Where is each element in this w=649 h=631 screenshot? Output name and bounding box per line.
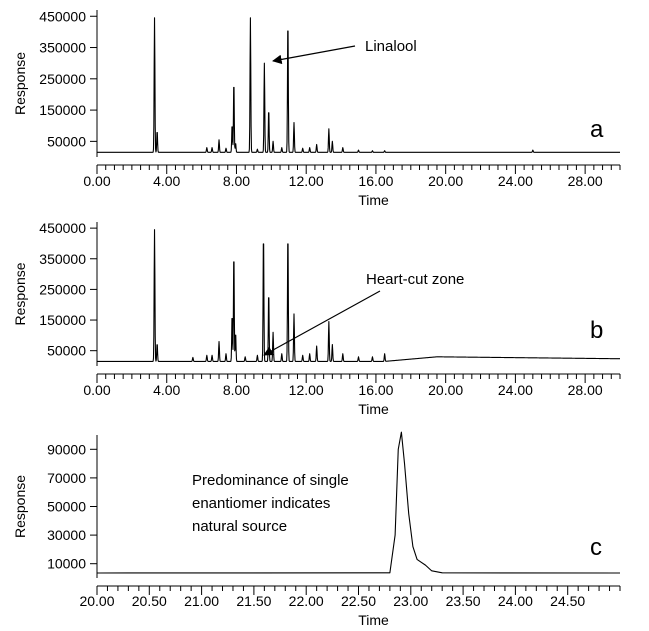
y-tick-label: 30000 (47, 527, 86, 543)
y-tick-label: 70000 (47, 470, 86, 486)
chart-panel-a: 0.00 4.00 8.00 12.00 16.00 20.00 24.00 28.00 450… (12, 8, 621, 208)
x-tick-label: 20.00 (428, 173, 463, 189)
x-tick-label: 20.50 (132, 593, 167, 609)
x-tick-label: 0.00 (83, 173, 110, 189)
y-tick-label: 350000 (39, 40, 86, 56)
annotation-line-3: natural source (192, 518, 287, 535)
x-tick-label: 28.00 (568, 382, 603, 398)
annotation-arrow-heart-cut (263, 290, 381, 356)
chart-panel-c: 20.00 20.50 21.00 21.50 22.00 22.50 23.00 23.50… (12, 431, 621, 628)
x-tick-label: 8.00 (223, 382, 250, 398)
x-tick-label: 0.00 (83, 382, 110, 398)
x-axis-title: Time (358, 192, 389, 208)
x-tick-label: 23.00 (393, 593, 428, 609)
panel-label: c (590, 534, 602, 561)
x-tick-label: 24.00 (498, 593, 533, 609)
x-tick-label: 21.50 (236, 593, 271, 609)
y-axis-title: Response (12, 262, 28, 325)
x-tick-label: 24.00 (498, 382, 533, 398)
annotation-line-1: Predominance of single (192, 472, 349, 489)
y-tick-label: 50000 (47, 499, 86, 515)
y-tick-label: 350000 (39, 251, 86, 267)
y-tick-label: 250000 (39, 281, 86, 297)
y-tick-label: 50000 (47, 343, 86, 359)
y-axis-title: Response (12, 475, 28, 538)
annotation-arrow-linalool (272, 45, 356, 65)
y-axis-title: Response (12, 52, 28, 115)
chromatogram-trace-c (96, 431, 621, 574)
chart-panel-b: 0.00 4.00 8.00 12.00 16.00 20.00 24.00 28.00 450… (12, 220, 621, 417)
y-tick-label: 150000 (39, 312, 86, 328)
x-axis-title: Time (358, 612, 389, 628)
x-tick-label: 4.00 (153, 173, 180, 189)
chromatogram-trace-a (96, 17, 621, 153)
x-tick-label: 21.00 (184, 593, 219, 609)
x-tick-label: 16.00 (358, 173, 393, 189)
annotation-linalool: Linalool (365, 38, 417, 55)
y-tick-label: 50000 (47, 133, 86, 149)
chromatogram-trace-b (96, 229, 621, 362)
x-tick-label: 23.50 (446, 593, 481, 609)
panel-label: b (590, 317, 603, 344)
x-tick-label: 20.00 (428, 382, 463, 398)
x-tick-label: 16.00 (358, 382, 393, 398)
x-tick-label: 28.00 (568, 173, 603, 189)
x-tick-label: 20.00 (79, 593, 114, 609)
annotation-heart-cut-zone: Heart-cut zone (366, 271, 464, 288)
y-tick-label: 10000 (47, 556, 86, 572)
annotation-line-2: enantiomer indicates (192, 495, 330, 512)
x-tick-label: 8.00 (223, 173, 250, 189)
y-tick-label: 90000 (47, 441, 86, 457)
y-tick-label: 450000 (39, 8, 86, 24)
y-tick-label: 450000 (39, 220, 86, 236)
x-axis-title: Time (358, 401, 389, 417)
x-tick-label: 12.00 (289, 382, 324, 398)
x-tick-label: 24.50 (550, 593, 585, 609)
panel-label: a (590, 116, 604, 143)
x-tick-label: 12.00 (289, 173, 324, 189)
x-tick-label: 22.00 (289, 593, 324, 609)
x-tick-label: 4.00 (153, 382, 180, 398)
x-tick-label: 22.50 (341, 593, 376, 609)
y-tick-label: 250000 (39, 71, 86, 87)
x-tick-label: 24.00 (498, 173, 533, 189)
y-tick-label: 150000 (39, 102, 86, 118)
